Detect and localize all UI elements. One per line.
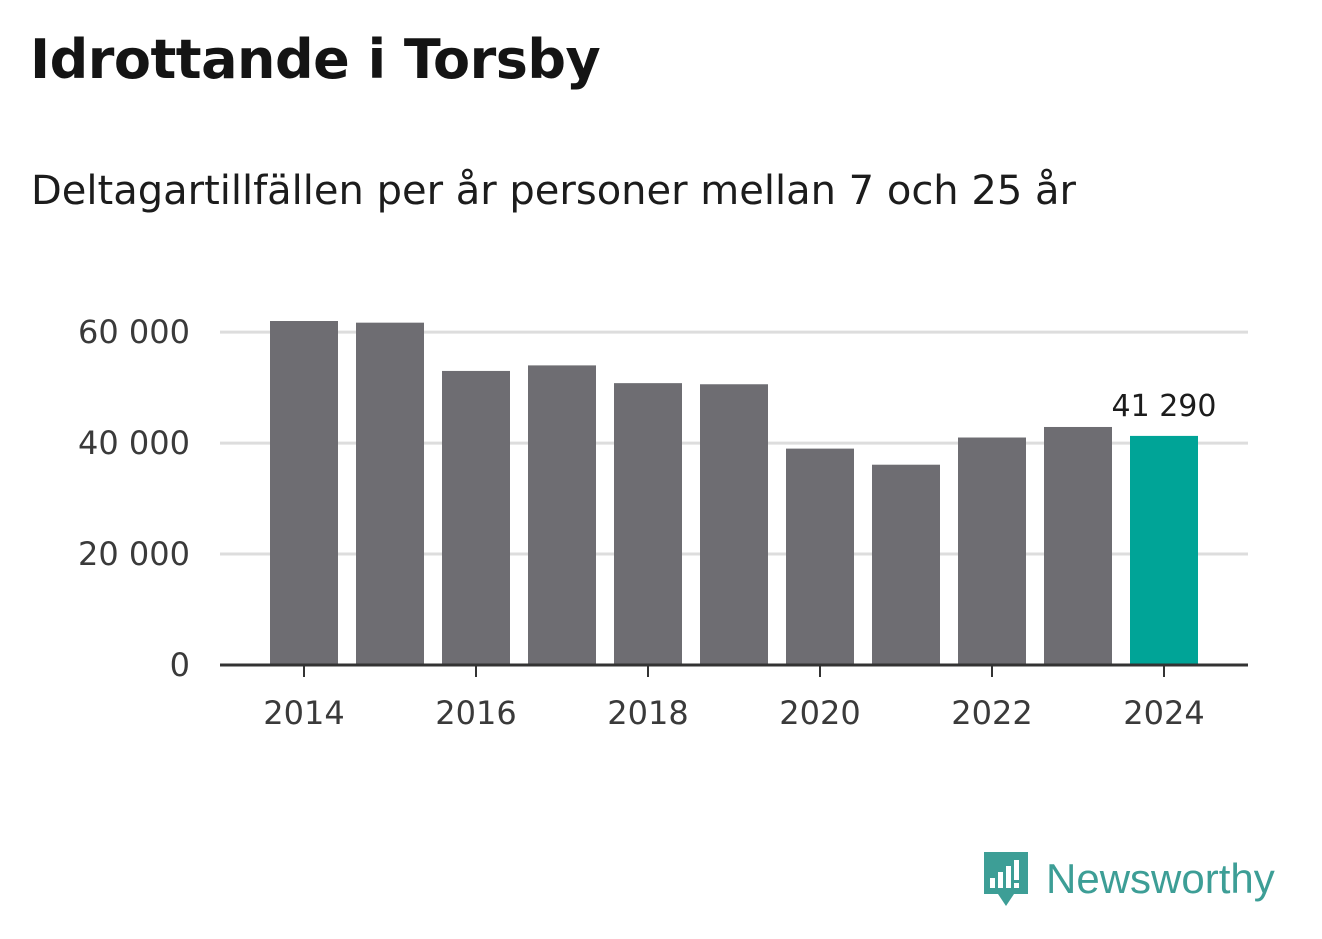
newsworthy-logo: Newsworthy — [980, 848, 1275, 910]
x-tick-label: 2014 — [263, 694, 344, 732]
x-tick-label: 2024 — [1123, 694, 1204, 732]
bar-2024 — [1130, 435, 1198, 665]
bar-2016 — [442, 370, 510, 665]
value-labels: 41 290 — [1112, 389, 1217, 424]
bar-2023 — [1044, 426, 1112, 665]
bar-2014 — [270, 321, 338, 665]
bar-2015 — [356, 322, 424, 665]
chart-title: Idrottande i Torsby — [30, 28, 601, 91]
chart-subtitle: Deltagartillfällen per år personer mella… — [31, 168, 1076, 214]
bars — [270, 321, 1198, 665]
bar-2021 — [872, 464, 940, 665]
bar-2022 — [958, 437, 1026, 665]
y-axis-labels: 0 20 000 40 000 60 000 — [78, 313, 190, 684]
y-tick-label: 0 — [170, 646, 190, 684]
y-tick-label: 60 000 — [78, 313, 190, 351]
bar-2017 — [528, 365, 596, 665]
x-tick-label: 2018 — [607, 694, 688, 732]
bar-2020 — [786, 448, 854, 665]
x-tick-label: 2020 — [779, 694, 860, 732]
y-tick-label: 40 000 — [78, 424, 190, 462]
bar-2019 — [700, 384, 768, 665]
x-tick-label: 2022 — [951, 694, 1032, 732]
x-axis-labels: 2014 2016 2018 2020 2022 2024 — [263, 665, 1205, 732]
bar-2018 — [614, 383, 682, 665]
value-label: 41 290 — [1112, 389, 1217, 424]
x-tick-label: 2016 — [435, 694, 516, 732]
newsworthy-logo-icon — [984, 852, 1028, 906]
brand-name: Newsworthy — [1046, 855, 1275, 902]
y-tick-label: 20 000 — [78, 535, 190, 573]
